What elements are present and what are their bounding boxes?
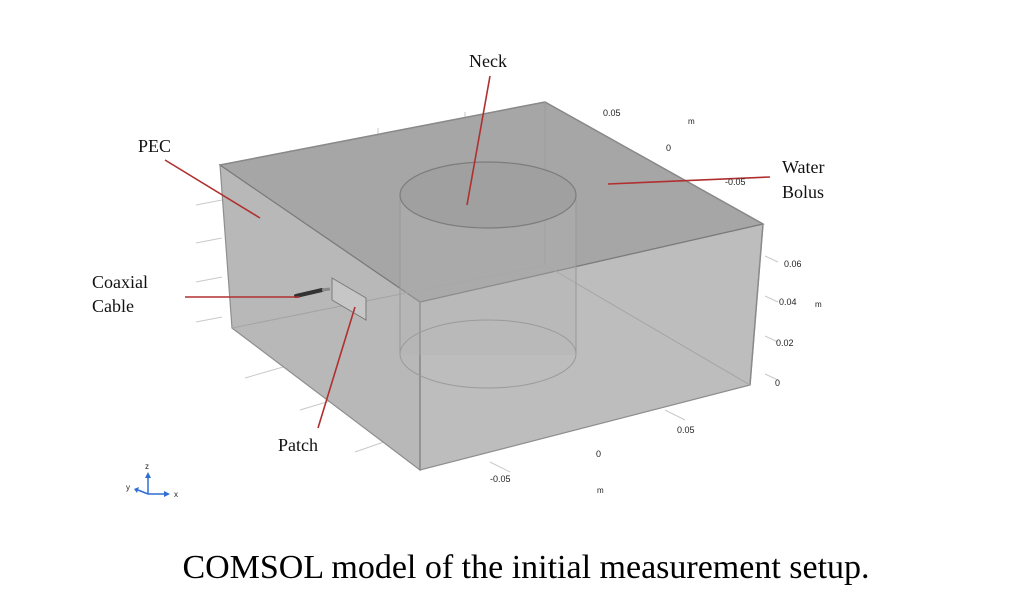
neck-top-ellipse bbox=[399, 161, 577, 229]
axis-triad: z y x bbox=[126, 462, 178, 499]
water-bolus-label-line2: Bolus bbox=[782, 182, 824, 202]
vertical-axis-unit: m bbox=[815, 300, 822, 309]
neck-cylinder bbox=[399, 161, 577, 389]
vertical-tick-label: 0.04 bbox=[779, 297, 797, 307]
neck-leader bbox=[466, 75, 491, 206]
pec-label: PEC bbox=[138, 136, 171, 156]
coaxial-cable bbox=[294, 287, 331, 298]
water-bolus-leader bbox=[607, 176, 771, 185]
triad-y-label: y bbox=[126, 483, 130, 492]
coaxial-cable-label-line2: Cable bbox=[92, 296, 134, 316]
front-tick-label: 0.05 bbox=[677, 425, 695, 435]
patch-antenna bbox=[331, 277, 367, 321]
front-tick-label: -0.05 bbox=[490, 474, 511, 484]
back-tick-label: -0.05 bbox=[725, 177, 746, 187]
back-tick-label: 0.05 bbox=[603, 108, 621, 118]
vertical-tick-label: 0 bbox=[775, 378, 780, 388]
pec-leader bbox=[164, 159, 261, 219]
triad-x-label: x bbox=[174, 490, 178, 499]
triad-z-label: z bbox=[145, 462, 149, 471]
front-axis-unit: m bbox=[597, 486, 604, 495]
neck-label: Neck bbox=[469, 51, 507, 71]
back-tick-label: 0 bbox=[666, 143, 671, 153]
vertical-tick-label: 0.02 bbox=[776, 338, 794, 348]
vertical-tick-label: 0.06 bbox=[784, 259, 802, 269]
back-axis-unit: m bbox=[688, 117, 695, 126]
patch-leader bbox=[317, 306, 356, 429]
water-bolus-label-line1: Water bbox=[782, 157, 825, 177]
figure-caption: COMSOL model of the initial measurement … bbox=[182, 549, 869, 586]
leader-lines bbox=[164, 75, 771, 429]
patch-label: Patch bbox=[278, 435, 318, 455]
coaxial-cable-label-line1: Coaxial bbox=[92, 272, 148, 292]
front-tick-label: 0 bbox=[596, 449, 601, 459]
